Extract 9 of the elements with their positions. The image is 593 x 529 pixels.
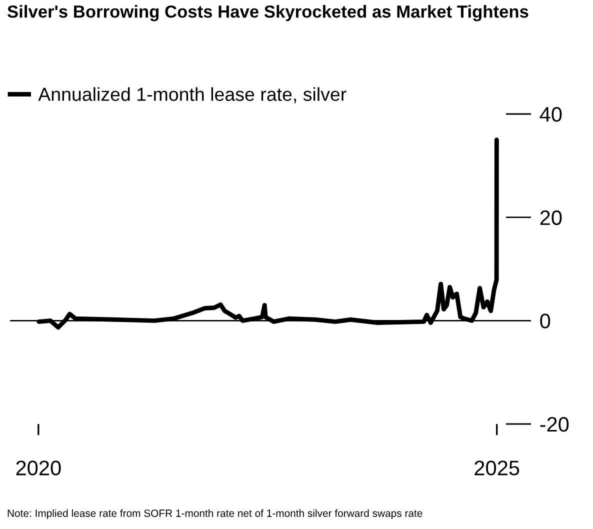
- legend-label: Annualized 1-month lease rate, silver: [38, 87, 346, 104]
- y-tick-label: 20: [540, 210, 562, 226]
- y-tick-label: 40: [540, 107, 562, 122]
- y-tick-label: -20: [540, 417, 569, 432]
- x-tick-label: 2025: [474, 460, 520, 476]
- chart-title: Silver's Borrowing Costs Have Skyrocketed as Market Tightens: [8, 5, 528, 22]
- x-tick-label: 2020: [16, 460, 61, 476]
- y-tick-label: 0: [540, 314, 550, 328]
- text: Note: Implied lease rate from SOFR 1-month rate net of 1-month silver forward swaps rate: [8, 509, 422, 519]
